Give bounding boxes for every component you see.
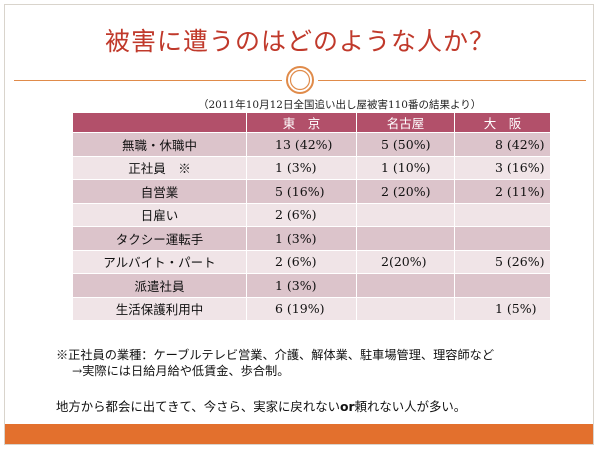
osaka-cell [454, 226, 551, 251]
tokyo-cell: 1 (3%) [246, 273, 357, 298]
osaka-cell: 3 (16%) [454, 155, 551, 180]
nagoya-cell [356, 202, 455, 227]
conclusion-part-2: 頼れない人が多い。 [354, 399, 467, 414]
row-label: 派遣社員 [72, 273, 247, 298]
nagoya-cell: 5 (50%) [356, 132, 455, 157]
tokyo-cell: 5 (16%) [246, 179, 357, 204]
conclusion-part-1: 地方から都会に出てきて、今さら、実家に戻れない [56, 399, 340, 414]
table-row: 日雇い 2 (6%) [72, 202, 551, 227]
osaka-cell [454, 273, 551, 298]
table-row: タクシー運転手 1 (3%) [72, 226, 551, 251]
nagoya-cell: 2 (20%) [356, 179, 455, 204]
osaka-cell: 2 (11%) [454, 179, 551, 204]
row-label: 無職・休職中 [72, 132, 247, 157]
victim-occupation-table: 東 京 名古屋 大 阪 無職・休職中 13 (42%) 5 (50%) 8 (4… [72, 112, 551, 321]
table-row: アルバイト・パート 2 (6%) 2(20%) 5 (26%) [72, 249, 551, 274]
circle-ornament-icon [286, 66, 314, 94]
tokyo-cell: 2 (6%) [246, 202, 357, 227]
tokyo-cell: 1 (3%) [246, 226, 357, 251]
tokyo-cell: 1 (3%) [246, 155, 357, 180]
row-label: タクシー運転手 [72, 226, 247, 251]
nagoya-cell [356, 226, 455, 251]
row-label: 日雇い [72, 202, 247, 227]
table-row: 無職・休職中 13 (42%) 5 (50%) 8 (42%) [72, 132, 551, 157]
title-divider-right [318, 80, 586, 81]
slide-frame [4, 4, 594, 445]
header-osaka: 大 阪 [454, 112, 551, 133]
source-note: （2011年10月12日全国追い出し屋被害110番の結果より） [198, 99, 482, 111]
row-label: 正社員 ※ [72, 155, 247, 180]
conclusion-text: 地方から都会に出てきて、今さら、実家に戻れないor頼れない人が多い。 [56, 397, 466, 415]
row-label: 自営業 [72, 179, 247, 204]
row-label: 生活保護利用中 [72, 296, 247, 321]
table-row: 正社員 ※ 1 (3%) 1 (10%) 3 (16%) [72, 155, 551, 180]
osaka-cell: 5 (26%) [454, 249, 551, 274]
table-row: 自営業 5 (16%) 2 (20%) 2 (11%) [72, 179, 551, 204]
osaka-cell: 8 (42%) [454, 132, 551, 157]
table-row: 派遣社員 1 (3%) [72, 273, 551, 298]
header-blank [72, 112, 247, 133]
nagoya-cell [356, 296, 455, 321]
footnote-line-1: ※正社員の業種：ケーブルテレビ営業、介護、解体業、駐車場管理、理容師など [56, 348, 495, 362]
tokyo-cell: 13 (42%) [246, 132, 357, 157]
header-nagoya: 名古屋 [356, 112, 455, 133]
nagoya-cell: 1 (10%) [356, 155, 455, 180]
nagoya-cell: 2(20%) [356, 249, 455, 274]
row-label: アルバイト・パート [72, 249, 247, 274]
tokyo-cell: 2 (6%) [246, 249, 357, 274]
tokyo-cell: 6 (19%) [246, 296, 357, 321]
slide-title: 被害に遭うのはどのような人か？ [104, 27, 495, 56]
conclusion-or: or [340, 399, 355, 414]
title-divider-left [14, 80, 282, 81]
table-header-row: 東 京 名古屋 大 阪 [72, 112, 551, 133]
osaka-cell: 1 (5%) [454, 296, 551, 321]
header-tokyo: 東 京 [246, 112, 357, 133]
osaka-cell [454, 202, 551, 227]
footnote-line-2: →実際には日給月給や低賃金、歩合制。 [72, 364, 290, 378]
footer-bar [5, 424, 593, 444]
table-row: 生活保護利用中 6 (19%) 1 (5%) [72, 296, 551, 321]
nagoya-cell [356, 273, 455, 298]
